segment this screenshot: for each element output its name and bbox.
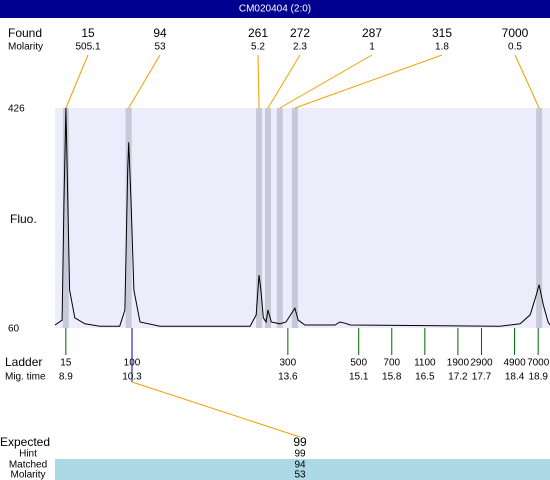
row-value: 94 (294, 460, 306, 471)
ladder-time: 18.4 (505, 372, 525, 383)
peak-band (62, 108, 69, 328)
ladder-time: 8.9 (59, 372, 73, 383)
electropherogram-trace (54, 107, 550, 327)
peak-connector (267, 54, 301, 109)
plot-area (55, 108, 550, 328)
row-label: Expected (0, 435, 50, 449)
title: CM020404 (2:0) (239, 4, 311, 15)
ladder-size: 300 (280, 358, 297, 369)
peak-connector (128, 54, 161, 109)
row-value: 99 (293, 435, 307, 449)
row-label: Molarity (10, 470, 45, 480)
mig-time-label: Mig. time (5, 372, 46, 383)
peak-molarity: 5.2 (251, 42, 265, 53)
peak-size: 315 (432, 26, 452, 40)
peak-connector (514, 54, 540, 109)
peak-size: 7000 (502, 26, 529, 40)
peak-size: 15 (81, 26, 95, 40)
peak-size: 272 (290, 26, 310, 40)
title-bar (0, 0, 550, 18)
peak-molarity: 1 (369, 42, 375, 53)
ladder-size: 700 (383, 358, 400, 369)
ladder-size: 500 (350, 358, 367, 369)
matched-highlight (55, 459, 550, 480)
peak-molarity: 0.5 (508, 42, 522, 53)
ladder-label: Ladder (5, 355, 42, 369)
peak-band (265, 108, 272, 328)
row-value: 53 (294, 470, 306, 480)
peak-size: 261 (248, 26, 268, 40)
ladder-time: 17.7 (472, 372, 492, 383)
ladder-time: 17.2 (448, 372, 468, 383)
row-value: 99 (294, 449, 306, 460)
row-label: Hint (19, 449, 37, 460)
ladder-connector (131, 381, 301, 438)
peak-size: 287 (362, 26, 382, 40)
peak-connector (257, 54, 260, 109)
ladder-time: 18.9 (528, 372, 548, 383)
peak-band (536, 108, 543, 328)
ladder-size: 100 (124, 358, 141, 369)
peak-molarity: 1.8 (435, 42, 449, 53)
peak-connector (65, 54, 89, 109)
ladder-size: 7000 (527, 358, 550, 369)
peak-connector (294, 54, 443, 109)
ladder-time: 15.1 (349, 372, 369, 383)
ladder-size: 15 (60, 358, 72, 369)
peak-band (291, 108, 298, 328)
found-label: Found (8, 26, 42, 40)
ladder-size: 4900 (503, 358, 526, 369)
peak-band (256, 108, 263, 328)
peak-molarity: 505.1 (75, 42, 100, 53)
ladder-time: 16.5 (415, 372, 435, 383)
row-label: Matched (9, 460, 47, 471)
peak-connector (279, 54, 373, 109)
ladder-time: 13.6 (278, 372, 298, 383)
peak-band (276, 108, 283, 328)
peak-molarity: 2.3 (293, 42, 307, 53)
y-tick-label: 426 (8, 104, 25, 115)
y-axis-label: Fluo. (10, 212, 37, 226)
ladder-size: 1900 (447, 358, 470, 369)
ladder-size: 1100 (414, 358, 436, 369)
ladder-time: 15.8 (382, 372, 402, 383)
ladder-time: 10.3 (122, 372, 142, 383)
ladder-size: 2900 (470, 358, 493, 369)
peak-molarity: 53 (154, 42, 166, 53)
peak-size: 94 (153, 26, 167, 40)
y-tick-label: 60 (8, 324, 20, 335)
peak-band (125, 108, 132, 328)
molarity-label: Molarity (8, 42, 43, 53)
